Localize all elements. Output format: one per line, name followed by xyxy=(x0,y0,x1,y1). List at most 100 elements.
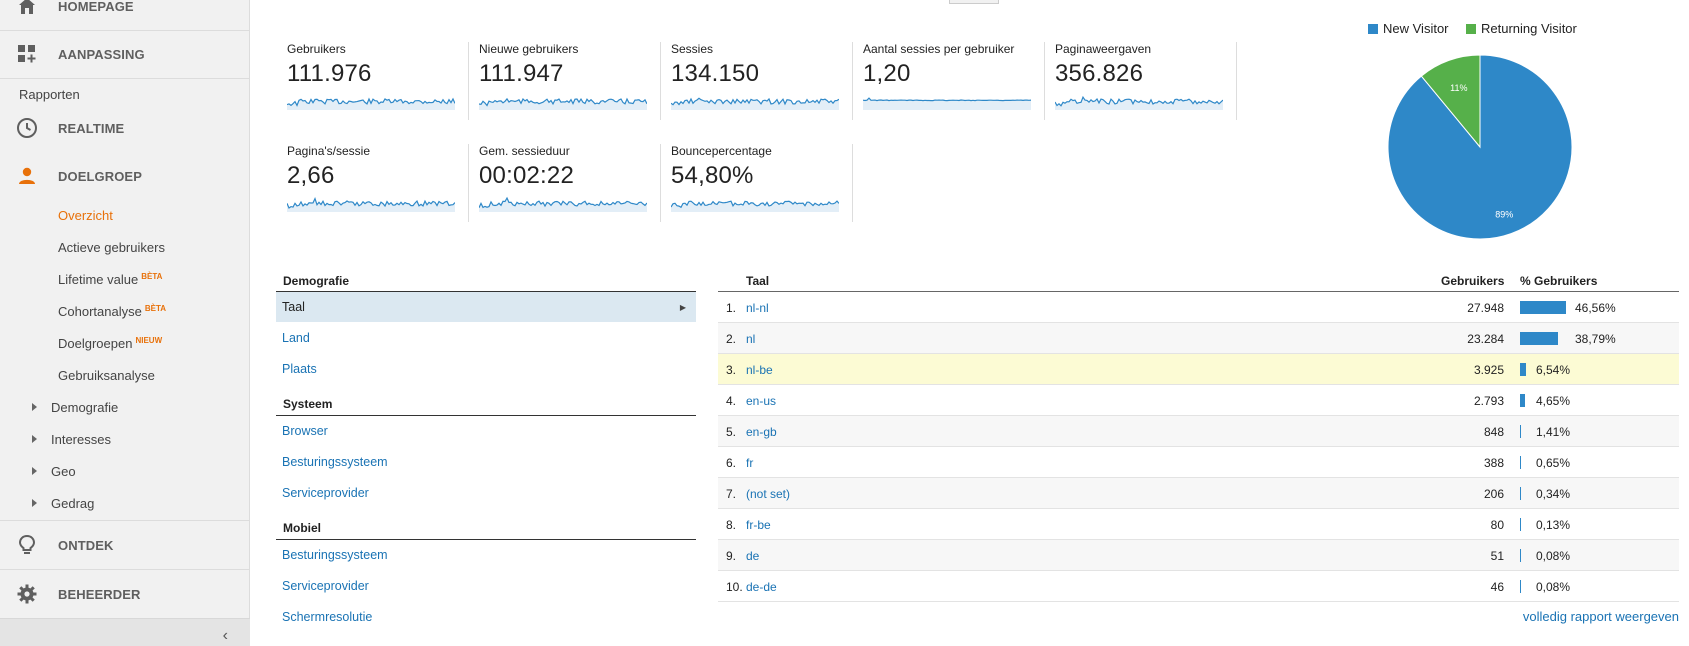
new-badge: NIEUW xyxy=(135,336,163,345)
table-row[interactable]: 4. en-us 2.793 4,65% xyxy=(718,385,1679,416)
caret-right-icon: ▶ xyxy=(679,302,686,312)
nav-customization[interactable]: AANPASSING xyxy=(0,30,250,78)
row-percent: 0,08% xyxy=(1536,580,1571,594)
nav-tree-demographics[interactable]: Demografie xyxy=(32,400,118,415)
nav-discover[interactable]: ONTDEK xyxy=(0,521,250,569)
metric-users[interactable]: Gebruikers 111.976 xyxy=(277,42,455,120)
nav-overview[interactable]: Overzicht xyxy=(58,208,113,223)
sparkline xyxy=(479,97,647,110)
row-users: 206 xyxy=(1483,487,1504,501)
nav-discover-label: ONTDEK xyxy=(58,537,114,553)
person-icon xyxy=(16,165,38,187)
divider xyxy=(718,291,1679,292)
panel-item-mobile-service-provider[interactable]: Serviceprovider xyxy=(276,571,696,601)
panel-item-label: Browser xyxy=(282,424,328,438)
panel-item-operating-system[interactable]: Besturingssysteem xyxy=(276,447,696,477)
column-header-percent-users[interactable]: % Gebruikers xyxy=(1520,274,1598,288)
panel-item-land[interactable]: Land xyxy=(276,323,696,353)
sparkline xyxy=(479,196,647,212)
row-language-link[interactable]: en-gb xyxy=(746,425,777,439)
table-row[interactable]: 8. fr-be 80 0,13% xyxy=(718,509,1679,540)
divider xyxy=(0,30,250,31)
row-users: 46 xyxy=(1490,580,1504,594)
gear-icon xyxy=(16,583,38,605)
table-row[interactable]: 7. (not set) 206 0,34% xyxy=(718,478,1679,509)
row-share-bar xyxy=(1520,549,1521,562)
nav-cohort-analysis-label: Cohortanalyse xyxy=(58,304,142,319)
table-row[interactable]: 3. nl-be 3.925 6,54% xyxy=(718,354,1679,385)
nav-home[interactable]: HOMEPAGE xyxy=(0,0,250,30)
table-row[interactable]: 1. nl-nl 27.948 46,56% xyxy=(718,292,1679,323)
nav-active-users[interactable]: Actieve gebruikers xyxy=(58,240,165,255)
metric-sessions[interactable]: Sessies 134.150 xyxy=(661,42,839,120)
row-language-link[interactable]: fr-be xyxy=(746,518,771,532)
sparkline-line xyxy=(671,97,839,106)
panel-item-plaats[interactable]: Plaats xyxy=(276,354,696,384)
row-language-link[interactable]: nl-be xyxy=(746,363,773,377)
metric-label: Gem. sessieduur xyxy=(479,144,570,158)
pie-slice-new-visitor xyxy=(1387,54,1573,240)
row-rank: 6. xyxy=(726,456,737,470)
nav-admin-label: BEHEERDER xyxy=(58,586,141,602)
row-language-link[interactable]: nl-nl xyxy=(746,301,769,315)
metric-pages-per-session[interactable]: Pagina's/sessie 2,66 xyxy=(277,144,455,222)
panel-item-mobile-operating-system[interactable]: Besturingssysteem xyxy=(276,540,696,570)
row-language-link[interactable]: fr xyxy=(746,456,754,470)
row-share-bar xyxy=(1520,394,1525,407)
legend-item-returning-visitor: Returning Visitor xyxy=(1466,21,1577,36)
panel-item-browser[interactable]: Browser xyxy=(276,416,696,446)
table-row[interactable]: 5. en-gb 848 1,41% xyxy=(718,416,1679,447)
row-users: 2.793 xyxy=(1473,394,1504,408)
row-rank: 8. xyxy=(726,518,737,532)
metric-label: Pagina's/sessie xyxy=(287,144,371,158)
row-language-link[interactable]: nl xyxy=(746,332,756,346)
row-language-link[interactable]: de xyxy=(746,549,760,563)
nav-admin[interactable]: BEHEERDER xyxy=(0,570,250,618)
table-row[interactable]: 6. fr 388 0,65% xyxy=(718,447,1679,478)
metric-value: 54,80% xyxy=(671,162,754,189)
table-row[interactable]: 9. de 51 0,08% xyxy=(718,540,1679,571)
divider xyxy=(276,539,696,540)
sparkline xyxy=(287,196,455,212)
metric-pageviews[interactable]: Paginaweergaven 356.826 xyxy=(1045,42,1223,120)
row-share-bar xyxy=(1520,332,1558,345)
metric-avg-session-duration[interactable]: Gem. sessieduur 00:02:22 xyxy=(469,144,647,222)
nav-audience[interactable]: DOELGROEP xyxy=(0,152,250,200)
column-header-language[interactable]: Taal xyxy=(746,274,770,288)
panel-item-screen-resolution[interactable]: Schermresolutie xyxy=(276,602,696,632)
nav-tree-interests[interactable]: Interesses xyxy=(32,432,111,447)
nav-audience-label: DOELGROEP xyxy=(58,168,142,184)
nav-cohort-analysis[interactable]: Cohortanalyse BÈTA xyxy=(58,304,166,319)
table-row[interactable]: 2. nl 23.284 38,79% xyxy=(718,323,1679,354)
table-row[interactable]: 10. de-de 46 0,08% xyxy=(718,571,1679,602)
nav-user-explorer[interactable]: Gebruiksanalyse xyxy=(58,368,155,383)
sparkline-area xyxy=(671,98,839,110)
metric-sessions-per-user[interactable]: Aantal sessies per gebruiker 1,20 xyxy=(853,42,1043,120)
nav-audiences[interactable]: Doelgroepen NIEUW xyxy=(58,336,162,351)
column-header-users[interactable]: Gebruikers xyxy=(1441,274,1505,288)
row-language-link[interactable]: (not set) xyxy=(746,487,791,501)
sparkline-line xyxy=(1055,95,1223,107)
nav-tree-geo[interactable]: Geo xyxy=(32,464,76,479)
full-report-link[interactable]: volledig rapport weergeven xyxy=(1522,609,1679,624)
nav-audiences-label: Doelgroepen xyxy=(58,336,133,351)
row-users: 23.284 xyxy=(1467,332,1504,346)
nav-lifetime-value[interactable]: Lifetime value BÈTA xyxy=(58,272,162,287)
row-share-bar xyxy=(1520,487,1521,500)
sparkline-line xyxy=(287,97,455,107)
panel-item-taal[interactable]: Taal ▶ xyxy=(276,292,696,322)
sparkline-line xyxy=(863,97,1031,102)
expand-triangle-icon xyxy=(32,403,37,411)
panel-item-service-provider[interactable]: Serviceprovider xyxy=(276,478,696,508)
metric-bounce-rate[interactable]: Bouncepercentage 54,80% xyxy=(661,144,839,222)
expand-triangle-icon xyxy=(32,435,37,443)
nav-realtime-label: REALTIME xyxy=(58,120,125,136)
nav-tree-behavior[interactable]: Gedrag xyxy=(32,496,94,511)
top-button-stub[interactable] xyxy=(949,0,999,4)
row-language-link[interactable]: de-de xyxy=(746,580,777,594)
nav-realtime[interactable]: REALTIME xyxy=(0,104,250,152)
row-language-link[interactable]: en-us xyxy=(746,394,777,408)
legend-label: New Visitor xyxy=(1383,21,1449,36)
metric-new-users[interactable]: Nieuwe gebruikers 111.947 xyxy=(469,42,647,120)
collapse-sidebar-button[interactable]: ‹ xyxy=(222,627,228,644)
